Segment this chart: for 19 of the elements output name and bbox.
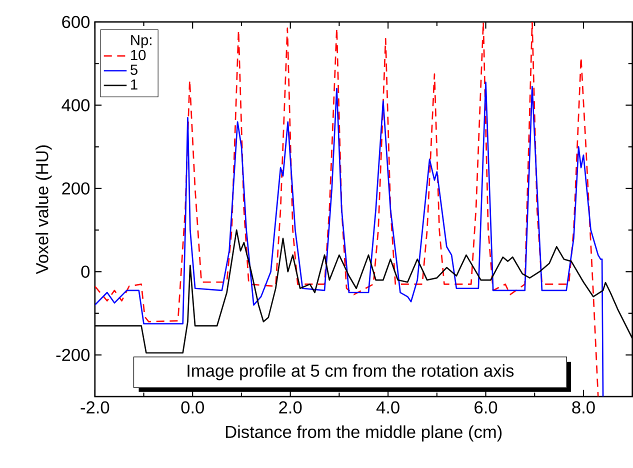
x-tick-label: 6.0 [474, 402, 498, 414]
line-series [94, 82, 604, 397]
y-tick-label: 0 [81, 266, 90, 278]
x-tick-label: 4.0 [376, 402, 400, 414]
x-tick-label: -2.0 [80, 402, 110, 414]
annotation: Image profile at 5 cm from the rotation axis [188, 364, 514, 381]
y-tick-label: -200 [56, 349, 90, 362]
y-tick-label: 200 [62, 182, 90, 195]
x-axis-title: Distance from the middle plane (cm) [226, 426, 502, 442]
legend-label: 5 [130, 64, 138, 76]
x-tick-label: 8.0 [572, 402, 595, 414]
y-tick-label: 400 [62, 99, 90, 112]
legend-label: 1 [131, 80, 138, 90]
x-tick-label: 0.0 [181, 402, 204, 414]
y-axis-title: Voxel value (HU) [36, 146, 52, 274]
legend-title: Np: [131, 35, 152, 48]
x-tick-label: 2.0 [279, 402, 302, 414]
legend-label: 10 [131, 50, 146, 60]
y-tick-label: 600 [62, 16, 90, 28]
